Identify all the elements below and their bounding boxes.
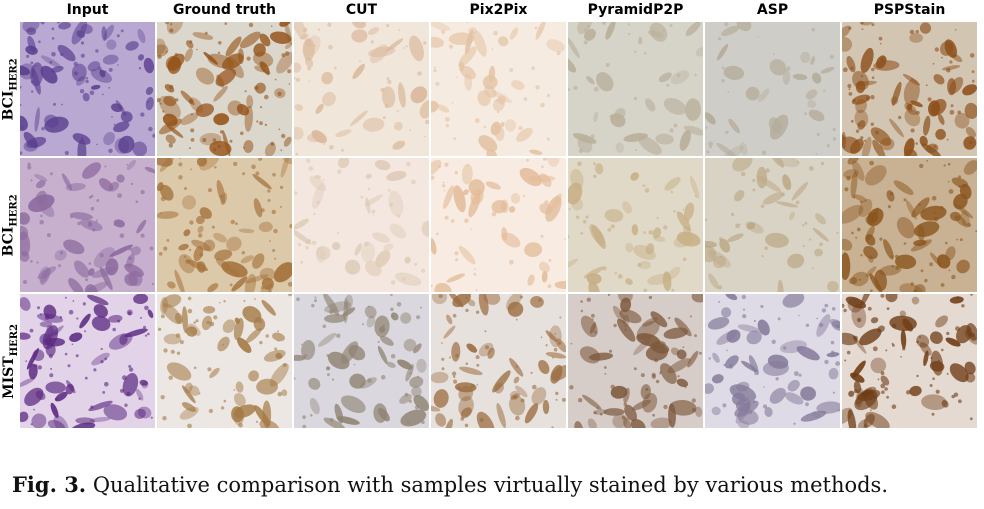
row-label-main: MIST (0, 355, 17, 399)
column-header-cut: CUT (345, 2, 378, 18)
column-header-pyramidp2p: PyramidP2P (587, 2, 684, 18)
tile-row1-ground-truth (157, 22, 292, 156)
tile-row2-pyramidp2p (568, 158, 703, 292)
row-label-3: MISTHER2 (0, 294, 20, 428)
tile-row1-asp (705, 22, 840, 156)
tile-texture (842, 294, 977, 428)
tile-row2-cut (294, 158, 429, 292)
tile-texture (705, 22, 840, 156)
tile-row2-ground-truth (157, 158, 292, 292)
tile-texture (20, 294, 155, 428)
tile-row3-input (20, 294, 155, 428)
tile-row2-asp (705, 158, 840, 292)
column-header-ground-truth: Ground truth (172, 2, 277, 18)
figure-caption: Fig. 3. Qualitative comparison with samp… (12, 472, 982, 497)
column-header-asp: ASP (756, 2, 789, 18)
row-label-2: BCIHER2 (0, 158, 20, 292)
column-header-input: Input (66, 2, 109, 18)
tile-texture (431, 22, 566, 156)
tile-texture (157, 294, 292, 428)
tile-texture (705, 294, 840, 428)
row-label-sub: HER2 (8, 57, 20, 91)
row-label-1: BCIHER2 (0, 22, 20, 156)
tile-row1-pyramidp2p (568, 22, 703, 156)
tile-row3-pyramidp2p (568, 294, 703, 428)
tile-texture (294, 22, 429, 156)
tile-texture (431, 158, 566, 292)
tile-row3-ground-truth (157, 294, 292, 428)
tile-texture (20, 22, 155, 156)
tile-texture (705, 158, 840, 292)
tile-texture (294, 158, 429, 292)
column-header-pspstain: PSPStain (873, 2, 946, 18)
tile-texture (294, 294, 429, 428)
tile-texture (568, 22, 703, 156)
tile-row3-cut (294, 294, 429, 428)
tile-texture (157, 158, 292, 292)
tile-row1-pspstain (842, 22, 977, 156)
row-label-sub: HER2 (8, 193, 20, 227)
tile-row2-pix2pix (431, 158, 566, 292)
tile-texture (431, 294, 566, 428)
row-label-main: BCI (0, 226, 17, 257)
tile-texture (20, 158, 155, 292)
tile-row1-cut (294, 22, 429, 156)
tile-texture (842, 158, 977, 292)
tile-row1-pix2pix (431, 22, 566, 156)
tile-texture (157, 22, 292, 156)
caption-text: Qualitative comparison with samples virt… (92, 473, 889, 497)
tile-texture (568, 294, 703, 428)
tile-row3-pix2pix (431, 294, 566, 428)
row-label-sub: HER2 (8, 323, 20, 356)
tile-row1-input (20, 22, 155, 156)
tile-row3-asp (705, 294, 840, 428)
tile-texture (568, 158, 703, 292)
tile-row3-pspstain (842, 294, 977, 428)
tile-row2-input (20, 158, 155, 292)
tile-row2-pspstain (842, 158, 977, 292)
row-label-main: BCI (0, 90, 17, 121)
caption-label: Fig. 3. (12, 472, 87, 497)
column-header-pix2pix: Pix2Pix (469, 2, 528, 18)
tile-texture (842, 22, 977, 156)
